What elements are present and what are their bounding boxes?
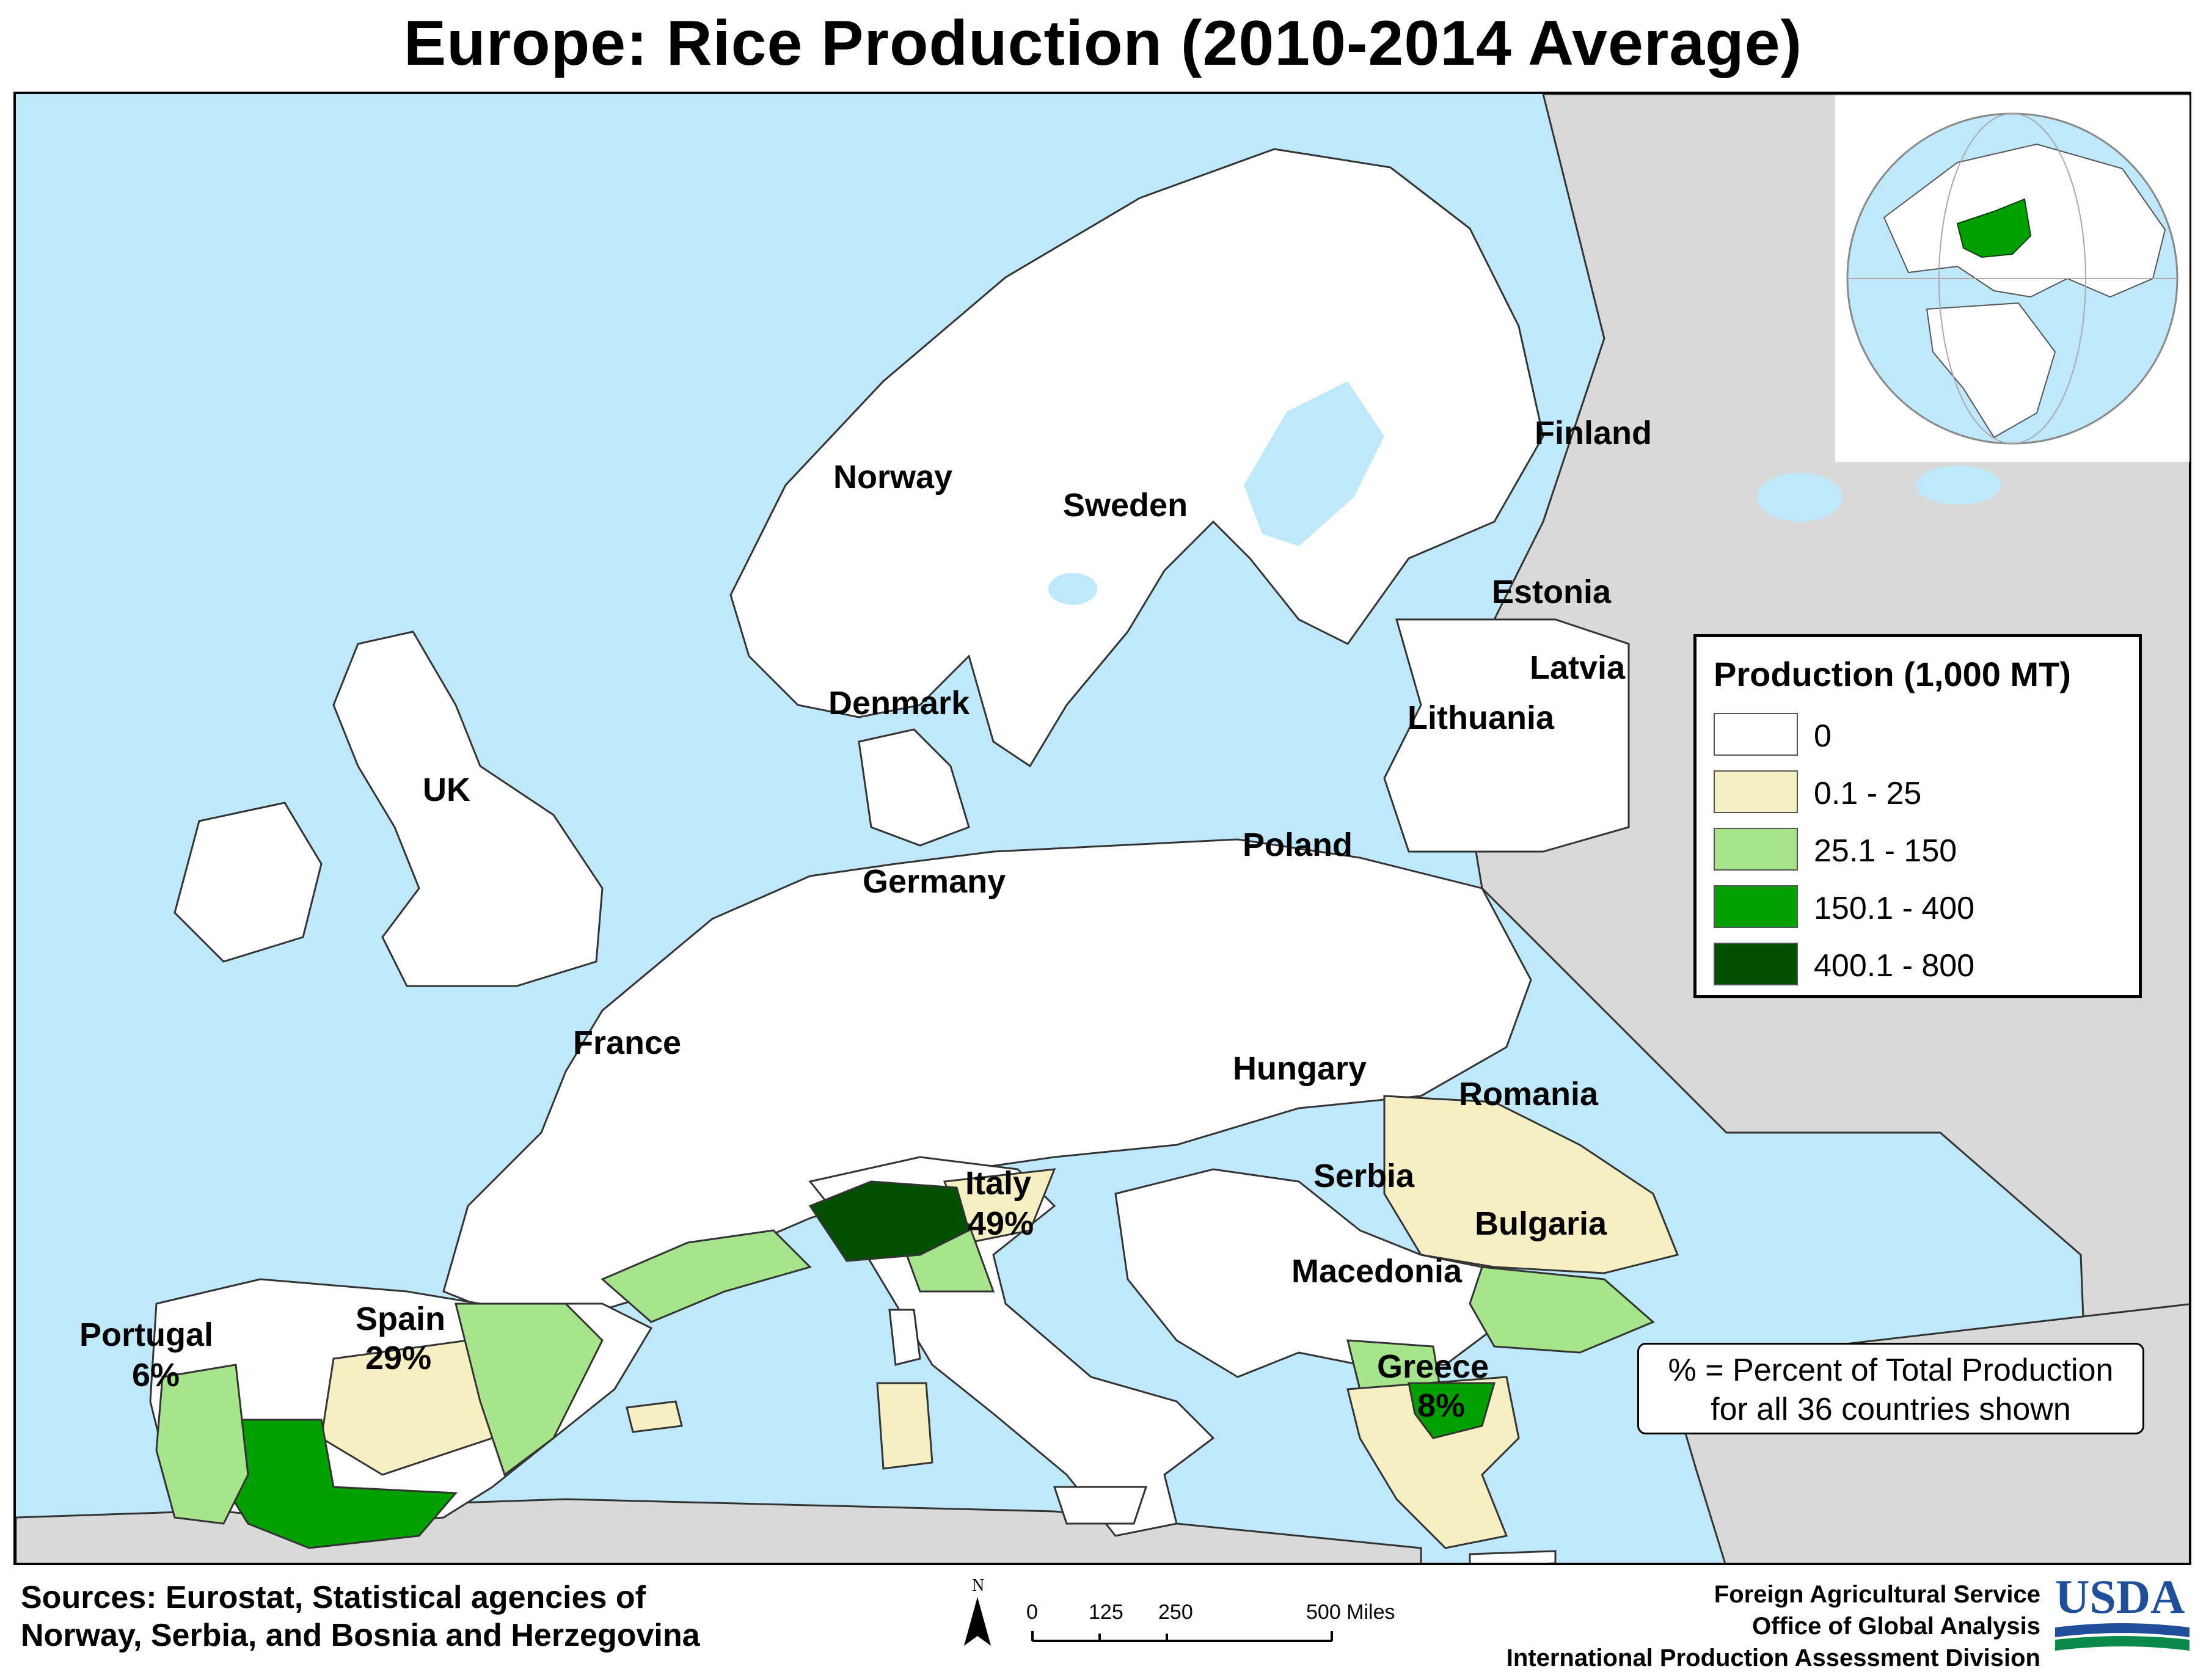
credits-line2: Office of Global Analysis [1752,1613,2040,1640]
label-sweden: Sweden [1063,487,1188,524]
scale-tick-0: 0 [1026,1601,1038,1624]
spain-central-area [320,1339,494,1476]
legend-label: 0.1 - 25 [1814,776,1922,811]
denmark-region [858,728,970,847]
lake-vanern [1048,573,1097,605]
sources-line2: Norway, Serbia, and Bosnia and Herzegovi… [21,1618,700,1653]
map-legend: Production (1,000 MT) 0 0.1 - 25 25.1 - … [1693,634,2142,998]
label-norway: Norway [833,459,953,495]
legend-label: 25.1 - 150 [1814,833,1957,869]
label-macedonia: Macedonia [1291,1253,1463,1290]
label-bulgaria: Bulgaria [1475,1205,1607,1242]
italy-piedmont-lombardy [808,1180,970,1262]
baltics-region [1383,618,1630,853]
scale-graphic: N 0 125 250 500 Miles [964,1576,1395,1646]
globe-europe-highlight [1956,198,2032,258]
legend-swatch [1714,713,1798,756]
gulf-of-bothnia [1244,381,1384,546]
usda-stripe-green [2055,1636,2190,1651]
label-latvia: Latvia [1530,649,1626,686]
label-poland: Poland [1243,827,1353,863]
bulgaria-region [1469,1266,1655,1354]
label-lithuania: Lithuania [1408,699,1554,736]
credits-text: Foreign Agricultural Service Office of G… [1405,1579,2040,1674]
north-label: N [972,1576,984,1595]
usda-logo-text: USDA [2055,1574,2185,1623]
uk-region [332,630,604,987]
legend-swatch [1714,885,1798,928]
globe-africa [1926,302,2056,439]
lake-onega [1916,466,2001,505]
usda-logo-graphic: USDA [2055,1570,2190,1651]
map-title: Europe: Rice Production (2010-2014 Avera… [403,8,1803,79]
label-italy-share: 49% [968,1205,1034,1242]
locator-globe-inset [1835,95,2190,462]
balkans-region [1114,1168,1496,1378]
france-south-area [601,1229,812,1323]
label-serbia: Serbia [1313,1158,1415,1194]
legend-title: Production (1,000 MT) [1714,655,2071,693]
label-denmark: Denmark [828,685,970,721]
label-portugal-share: 6% [132,1357,180,1393]
legend-swatch [1714,828,1798,871]
mainland-europe-region [442,838,1532,1317]
greece-rice-area [1408,1382,1496,1439]
lake-ladoga [1757,473,1843,522]
corsica-island [888,1309,921,1366]
percent-note: % = Percent of Total Production for all … [1637,1343,2144,1434]
usda-logo: USDA [2049,1570,2196,1665]
label-finland: Finland [1535,415,1652,451]
label-portugal: Portugal [79,1317,214,1353]
percent-note-line2: for all 36 countries shown [1711,1392,2071,1427]
scandinavia-region [729,148,1544,768]
label-germany: Germany [863,863,1006,900]
legend-label: 150.1 - 400 [1814,891,1975,926]
north-arrow-icon [964,1597,991,1646]
label-greece-share: 8% [1417,1387,1466,1424]
label-france: France [573,1024,682,1061]
crete-island [1469,1550,1557,1563]
scale-tick-250: 250 [1158,1601,1193,1624]
credits-line3: International Production Assessment Divi… [1506,1645,2040,1671]
legend-label: 400.1 - 800 [1814,948,1975,984]
scale-bar: N 0 125 250 500 Miles [953,1572,1430,1664]
sources-line1: Sources: Eurostat, Statistical agencies … [21,1580,646,1615]
scale-tick-125: 125 [1089,1601,1123,1624]
credits-line1: Foreign Agricultural Service [1714,1581,2040,1608]
balearic-islands [626,1400,683,1433]
label-italy: Italy [965,1165,1032,1202]
label-romania: Romania [1459,1076,1599,1112]
romania-region [1383,1095,1679,1274]
portugal-region [155,1364,249,1525]
legend-swatch [1714,943,1798,985]
spain-east-area [455,1302,604,1477]
globe-graphic [1846,112,2179,445]
sources-text: Sources: Eurostat, Statistical agencies … [21,1579,700,1654]
legend-label: 0 [1814,718,1832,754]
label-estonia: Estonia [1492,574,1612,610]
label-spain: Spain [356,1301,446,1337]
label-uk: UK [423,772,470,808]
sardinia-island [876,1382,933,1470]
label-greece: Greece [1377,1348,1489,1385]
legend-swatch [1714,770,1798,813]
usda-stripe-blue [2055,1623,2190,1637]
ireland-region [173,802,323,963]
sicily-island [1053,1486,1148,1525]
label-spain-share: 29% [365,1340,432,1376]
percent-note-line1: % = Percent of Total Production [1668,1353,2114,1388]
scale-tick-500: 500 Miles [1306,1601,1395,1624]
label-hungary: Hungary [1233,1050,1367,1087]
